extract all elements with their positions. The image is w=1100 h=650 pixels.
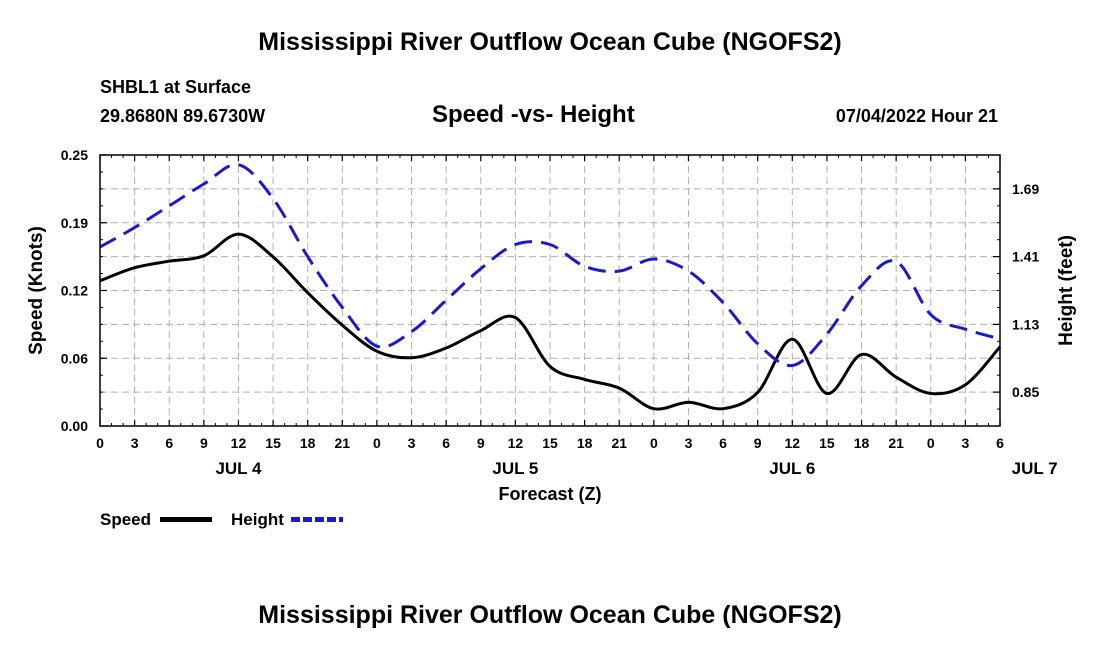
x-tick-label: 18 [300, 435, 316, 451]
plot-axes [99, 154, 1001, 427]
y-left-axis-title: Speed (Knots) [26, 226, 47, 355]
x-tick-label: 21 [335, 435, 351, 451]
x-tick-label: 18 [854, 435, 870, 451]
x-tick-label: 9 [754, 435, 762, 451]
height-series-line [99, 163, 1001, 368]
x-tick-label: 21 [611, 435, 627, 451]
chart-title: Speed -vs- Height [432, 101, 635, 128]
x-tick-label: 6 [165, 435, 173, 451]
grid-lines [100, 155, 1000, 426]
y-right-axis-title: Height (feet) [1056, 235, 1077, 346]
x-axis-title: Forecast (Z) [498, 484, 601, 504]
y-left-tick-label: 0.25 [61, 147, 88, 163]
legend-height-swatch [291, 517, 343, 522]
x-tick-label: 0 [650, 435, 658, 451]
x-tick-label: 3 [961, 435, 969, 451]
x-tick-label: 12 [785, 435, 801, 451]
x-tick-label: 9 [477, 435, 485, 451]
page-title: Mississippi River Outflow Ocean Cube (NG… [258, 28, 842, 56]
x-tick-label: 15 [265, 435, 281, 451]
datetime-label: 07/04/2022 Hour 21 [835, 106, 998, 126]
x-tick-label: 6 [719, 435, 727, 451]
y-right-tick-label: 1.69 [1012, 181, 1039, 197]
x-tick-label: 3 [408, 435, 416, 451]
day-label: JUL 6 [769, 459, 815, 478]
legend-speed-label: Speed [100, 510, 152, 529]
x-tick-label: 3 [685, 435, 693, 451]
x-tick-label: 12 [508, 435, 524, 451]
x-tick-label: 12 [231, 435, 247, 451]
series-lines [99, 163, 1002, 411]
x-tick-label: 18 [577, 435, 593, 451]
x-tick-label: 15 [542, 435, 558, 451]
speed-series-line [99, 232, 1002, 411]
y-left-tick-label: 0.00 [61, 418, 88, 434]
legend-speed-swatch [160, 517, 212, 522]
x-tick-label: 21 [888, 435, 904, 451]
y-right-tick-label: 1.13 [1012, 316, 1039, 332]
x-tick-label: 6 [442, 435, 450, 451]
axis-labels: 0 3 6 9 12 15 18 21 0 3 6 9 12 15 18 21 0 3 6 9 12 15 18 21 0 3 6 0… [26, 147, 1077, 504]
y-right-tick-label: 0.85 [1012, 384, 1039, 400]
x-tick-label: 6 [996, 435, 1004, 451]
day-label: JUL 5 [492, 459, 538, 478]
legend-height-label: Height [231, 510, 284, 529]
y-left-tick-label: 0.12 [61, 283, 88, 299]
x-tick-label: 9 [200, 435, 208, 451]
coordinates-label: 29.8680N 89.6730W [100, 106, 266, 126]
footer-title: Mississippi River Outflow Ocean Cube (NG… [258, 601, 842, 629]
y-left-tick-label: 0.06 [61, 350, 88, 366]
y-left-tick-label: 0.19 [61, 215, 88, 231]
plot-frame [99, 154, 1001, 427]
x-tick-label: 15 [819, 435, 835, 451]
station-label: SHBL1 at Surface [100, 77, 252, 97]
y-right-tick-label: 1.41 [1012, 249, 1039, 265]
x-tick-label: 3 [131, 435, 139, 451]
x-tick-label: 0 [96, 435, 104, 451]
day-label: JUL 4 [215, 459, 262, 478]
x-tick-label: 0 [373, 435, 381, 451]
day-label: JUL 7 [1012, 459, 1058, 478]
x-tick-label: 0 [927, 435, 935, 451]
